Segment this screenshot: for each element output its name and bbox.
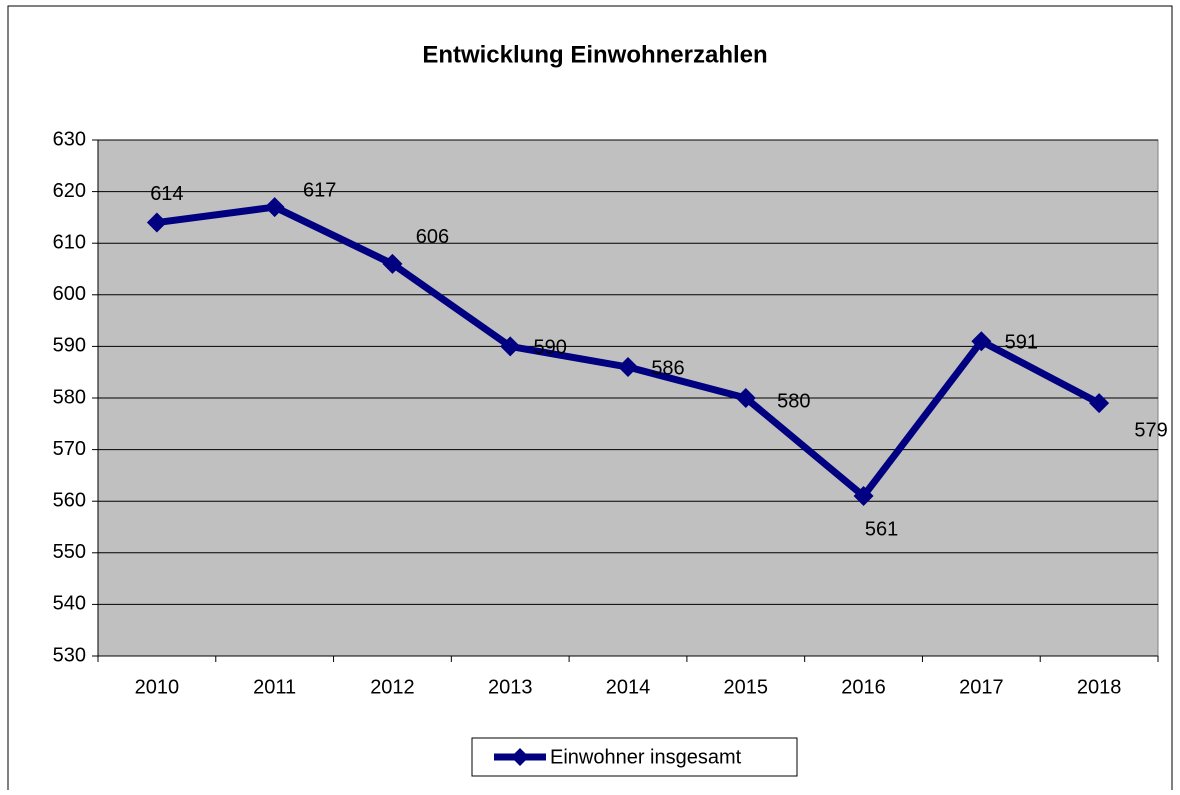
x-tick-label: 2014 — [606, 676, 651, 698]
chart-frame — [7, 5, 1173, 790]
data-label: 561 — [865, 518, 898, 540]
x-tick-label: 2016 — [841, 676, 886, 698]
y-tick-label: 620 — [53, 180, 86, 202]
chart-title: Entwicklung Einwohnerzahlen — [422, 41, 767, 68]
y-tick-label: 540 — [53, 593, 86, 615]
y-tick-label: 590 — [53, 335, 86, 357]
x-tick-label: 2010 — [135, 676, 180, 698]
marker — [971, 331, 992, 352]
y-tick-label: 570 — [53, 438, 86, 460]
data-label: 586 — [651, 357, 684, 379]
marker — [500, 336, 521, 357]
legend-label: Einwohner insgesamt — [550, 746, 742, 768]
x-tick-label: 2017 — [959, 676, 1004, 698]
marker — [1089, 393, 1110, 414]
data-label: 591 — [1005, 332, 1038, 354]
y-tick-label: 530 — [53, 644, 86, 666]
y-tick-label: 610 — [53, 231, 86, 253]
y-tick-label: 630 — [53, 128, 86, 150]
x-tick-label: 2018 — [1077, 676, 1122, 698]
y-tick-label: 560 — [53, 489, 86, 511]
marker — [618, 357, 638, 378]
x-tick-label: 2015 — [724, 676, 769, 698]
data-label: 579 — [1134, 419, 1167, 441]
y-tick-label: 600 — [53, 283, 86, 305]
x-tick-label: 2011 — [253, 676, 296, 698]
marker — [264, 197, 285, 218]
legend-marker — [511, 748, 529, 766]
data-label: 614 — [150, 183, 183, 205]
marker — [146, 212, 167, 233]
x-tick-label: 2012 — [370, 676, 415, 698]
data-label: 590 — [534, 337, 567, 359]
x-tick-label: 2013 — [488, 676, 533, 698]
data-label: 617 — [303, 179, 336, 201]
data-label: 606 — [416, 226, 449, 248]
y-tick-label: 550 — [53, 541, 86, 563]
y-tick-label: 580 — [53, 386, 86, 408]
marker — [735, 388, 756, 408]
data-label: 580 — [777, 390, 810, 412]
marker — [382, 253, 403, 274]
marker — [853, 486, 874, 507]
